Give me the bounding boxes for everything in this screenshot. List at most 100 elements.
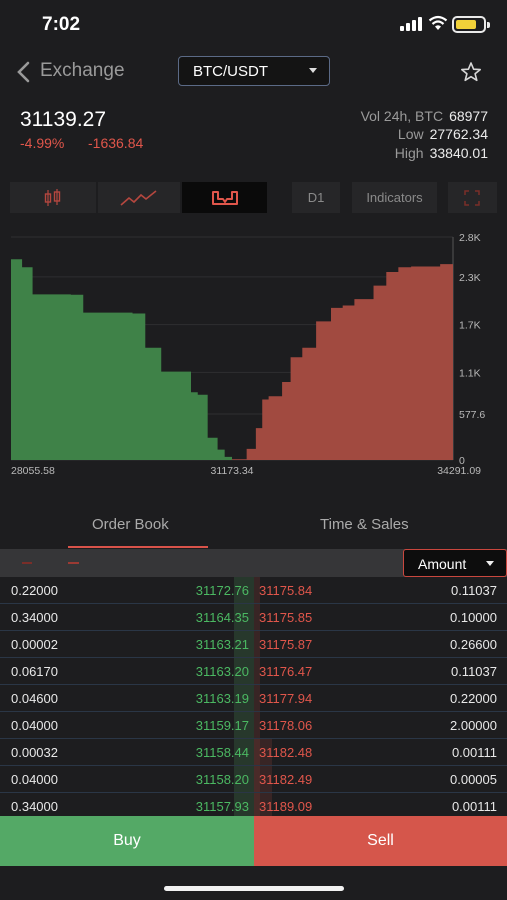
candlestick-icon [44,189,61,206]
amount-select-label: Amount [418,556,467,572]
candlestick-chart-button[interactable] [10,182,96,213]
low-value: 27762.34 [429,126,488,142]
ask-amount: 0.00111 [451,745,497,760]
buy-button[interactable]: Buy [0,816,254,866]
bid-price: 31163.21 [195,637,249,652]
bid-amount: 0.06170 [11,664,58,679]
back-button-label[interactable]: Exchange [40,60,125,81]
order-book-row[interactable]: 0.00032 31158.44 31182.48 0.00111 [0,739,507,766]
ask-price: 31175.84 [259,583,313,598]
fullscreen-button[interactable] [448,182,497,213]
home-indicator [164,886,344,891]
bid-amount: 0.04000 [11,718,58,733]
bid-price: 31157.93 [195,799,249,814]
ask-price: 31176.47 [259,664,313,679]
line-chart-button[interactable] [98,182,180,213]
depth-chart[interactable]: 2.8K 2.3K 1.7K 1.1K 577.6 0 28055.58 31173.34 3… [0,228,507,483]
bid-price: 31159.17 [195,718,249,733]
sell-button[interactable]: Sell [254,816,507,866]
order-book-row[interactable]: 0.22000 31172.76 31175.84 0.11037 [0,577,507,604]
timeframe-button[interactable]: D1 [292,182,340,213]
favorite-star-icon[interactable] [460,61,482,83]
change-percent: -4.99% [20,135,65,151]
ask-price: 31175.85 [259,610,313,625]
ask-price: 31182.48 [259,745,313,760]
bid-price: 31158.20 [195,772,249,787]
bid-amount: 0.04000 [11,772,58,787]
y-tick-label: 577.6 [459,409,485,421]
ask-amount: 0.00005 [450,772,497,787]
x-tick-label: 31173.34 [210,465,253,477]
change-absolute: -1636.84 [88,135,144,151]
bid-precision-icon[interactable] [22,562,32,564]
y-tick-label: 2.3K [459,272,481,284]
bid-price: 31164.35 [195,610,249,625]
low-label: Low [397,126,424,142]
timeframe-label: D1 [307,190,325,205]
y-tick-label: 1.1K [459,367,481,379]
ask-amount: 0.26600 [450,637,497,652]
battery-icon [452,16,490,33]
ask-amount: 0.11037 [450,583,497,598]
bid-price: 31163.20 [195,664,249,679]
order-book-row[interactable]: 0.34000 31157.93 31189.09 0.00111 [0,793,507,817]
volume-label: Vol 24h, BTC [360,108,444,124]
high-label: High [394,145,424,161]
ask-price: 31177.94 [259,691,313,706]
bid-amount: 0.34000 [11,610,58,625]
high-stat: High 33840.01 [395,145,488,161]
ask-depth-area [232,262,453,460]
indicators-button[interactable]: Indicators [352,182,437,213]
bid-amount: 0.00032 [11,745,58,760]
pair-select-label: BTC/USDT [193,63,268,80]
indicators-label: Indicators [366,190,423,205]
chevron-down-icon [486,561,494,566]
bid-amount: 0.34000 [11,799,58,814]
ask-price: 31175.87 [259,637,313,652]
line-chart-icon [120,190,157,206]
order-book-row[interactable]: 0.06170 31163.20 31176.47 0.11037 [0,658,507,685]
y-tick-label: 1.7K [459,320,481,332]
amount-select[interactable]: Amount [403,549,507,577]
order-book-row[interactable]: 0.04600 31163.19 31177.94 0.22000 [0,685,507,712]
depth-chart-button[interactable] [182,182,267,213]
order-book-list: 0.22000 31172.76 31175.84 0.11037 0.34000 311… [0,577,507,817]
bid-amount: 0.04600 [11,691,58,706]
last-price: 31139.27 [20,108,107,131]
bid-price: 31172.76 [195,583,249,598]
fullscreen-icon [464,190,480,206]
low-stat: Low 27762.34 [398,126,488,142]
bid-amount: 0.00002 [11,637,58,652]
ask-price: 31182.49 [259,772,313,787]
ask-amount: 0.10000 [450,610,497,625]
pair-select[interactable]: BTC/USDT [178,56,330,86]
y-tick-label: 2.8K [459,232,481,244]
volume-value: 68977 [449,108,488,124]
high-value: 33840.01 [429,145,488,161]
bid-volume-bar [234,577,254,817]
x-tick-label: 28055.58 [11,465,55,477]
ask-price: 31178.06 [259,718,313,733]
tab-time-and-sales[interactable]: Time & Sales [320,516,409,533]
active-tab-indicator [68,546,208,548]
chevron-down-icon [309,68,317,73]
bid-amount: 0.22000 [11,583,58,598]
ask-amount: 0.11037 [450,664,497,679]
back-chevron-icon[interactable] [16,61,32,83]
bid-price: 31163.19 [195,691,249,706]
cellular-signal-icon [400,17,424,31]
ask-amount: 0.00111 [451,799,497,814]
y-tick-label: 0 [459,455,465,467]
tab-order-book[interactable]: Order Book [92,516,169,533]
depth-chart-icon [212,191,238,205]
ask-amount: 2.00000 [450,718,497,733]
ask-precision-icon[interactable] [68,562,79,564]
volume-stat: Vol 24h, BTC 68977 [361,108,488,124]
ask-volume-bar [254,739,272,817]
order-book-row[interactable]: 0.00002 31163.21 31175.87 0.26600 [0,631,507,658]
order-book-row[interactable]: 0.34000 31164.35 31175.85 0.10000 [0,604,507,631]
order-book-row[interactable]: 0.04000 31158.20 31182.49 0.00005 [0,766,507,793]
ask-price: 31189.09 [259,799,313,814]
bid-price: 31158.44 [195,745,249,760]
order-book-row[interactable]: 0.04000 31159.17 31178.06 2.00000 [0,712,507,739]
